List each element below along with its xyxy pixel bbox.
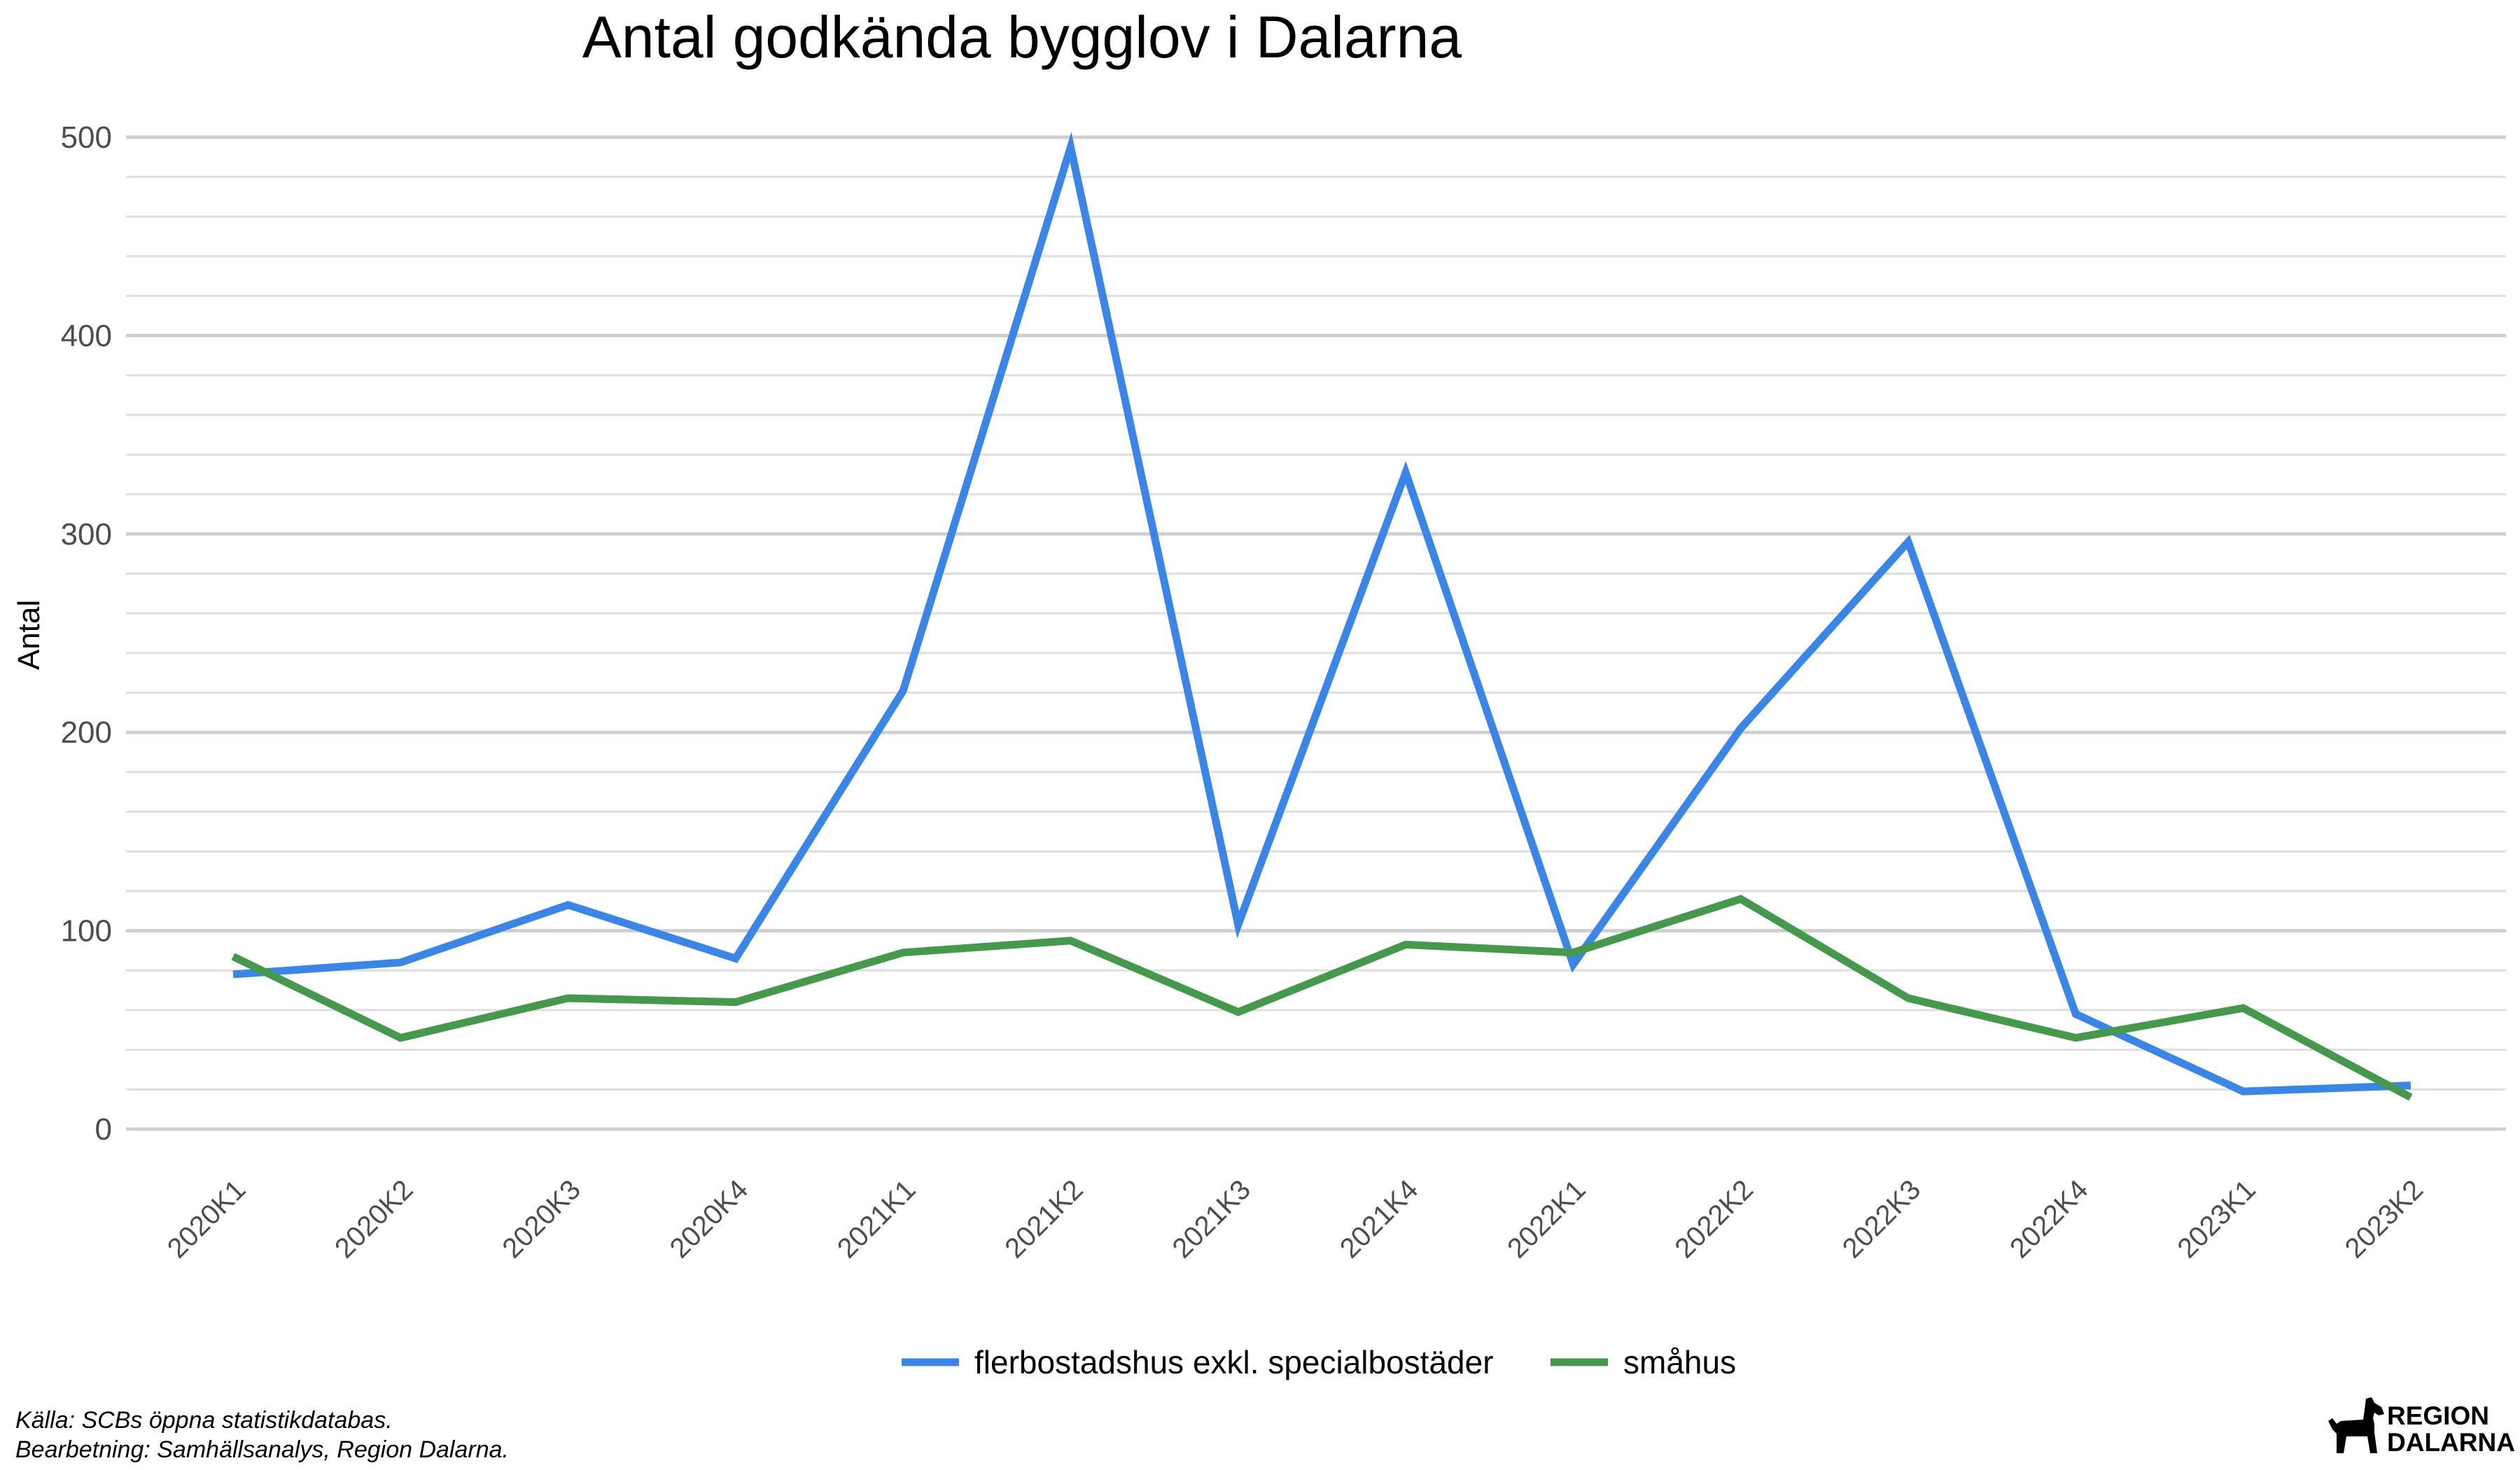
y-tick-label: 500: [61, 120, 112, 155]
x-tick-label: 2022K3: [1837, 1174, 1927, 1264]
x-tick-label: 2022K2: [1669, 1174, 1759, 1264]
series-line-1: [232, 132, 2412, 1096]
logo-line-1: REGION: [2387, 1401, 2489, 1430]
x-tick-label: 2021K2: [999, 1174, 1089, 1264]
chart-title: Antal godkända bygglov i Dalarna: [582, 4, 1462, 70]
x-tick-label: 2023K1: [2171, 1174, 2262, 1264]
y-tick-label: 100: [61, 914, 112, 948]
y-axis-title: Antal: [12, 600, 46, 670]
series-lines: [231, 132, 2413, 1101]
x-tick-label: 2022K1: [1502, 1174, 1592, 1264]
x-tick-label: 2020K2: [329, 1174, 419, 1264]
x-tick-label: 2020K3: [496, 1174, 587, 1264]
y-tick-label: 300: [61, 517, 112, 552]
y-tick-label: 400: [61, 318, 112, 353]
x-tick-label: 2020K1: [162, 1174, 252, 1264]
legend: flerbostadshus exkl. specialbostäder småh…: [902, 1344, 1736, 1380]
x-tick-label: 2021K4: [1334, 1174, 1424, 1264]
x-tick-label: 2021K1: [832, 1174, 922, 1264]
source-caption: Källa: SCBs öppna statistikdatabas.: [15, 1407, 393, 1434]
x-tick-label: 2022K4: [2004, 1174, 2094, 1264]
y-tick-label: 200: [61, 715, 112, 750]
x-tick-label: 2023K2: [2339, 1174, 2430, 1264]
region-dalarna-logo: REGION DALARNA: [2325, 1393, 2515, 1463]
y-tick-label: 0: [95, 1112, 112, 1147]
y-axis-ticks: 0 100 200 300 400 500: [61, 120, 112, 1147]
series-line-2: [231, 895, 2413, 1101]
x-tick-label: 2021K3: [1167, 1174, 1257, 1264]
gridlines: [126, 135, 2506, 1131]
legend-label-2: småhus: [1623, 1344, 1736, 1380]
x-axis-ticks: 2020K1 2020K2 2020K3 2020K4 2021K1 2021K2 2021…: [162, 1174, 2430, 1264]
dala-horse-icon: [2328, 1397, 2384, 1453]
legend-label-1: flerbostadshus exkl. specialbostäder: [974, 1344, 1494, 1380]
x-tick-label: 2020K4: [664, 1174, 755, 1264]
processing-caption: Bearbetning: Samhällsanalys, Region Dala…: [15, 1436, 509, 1463]
logo-line-2: DALARNA: [2387, 1428, 2515, 1457]
